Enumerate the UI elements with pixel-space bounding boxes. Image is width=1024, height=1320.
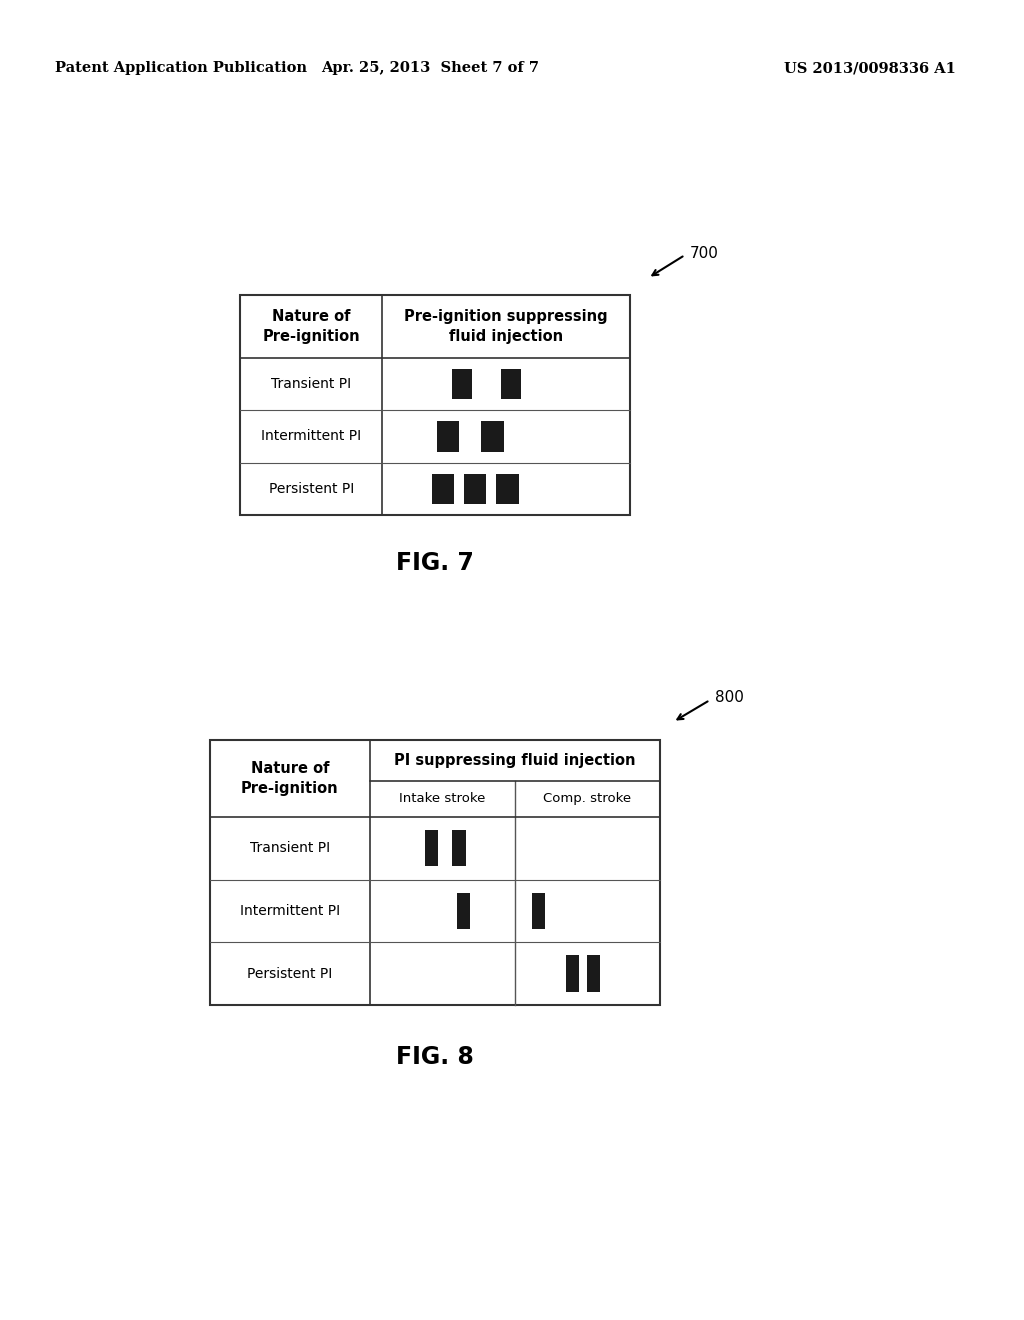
Text: Intake stroke: Intake stroke xyxy=(399,792,485,805)
Bar xyxy=(588,956,600,991)
Text: Transient PI: Transient PI xyxy=(250,841,330,855)
Text: 700: 700 xyxy=(690,246,719,260)
Text: Intermittent PI: Intermittent PI xyxy=(261,429,361,444)
Text: 800: 800 xyxy=(715,690,743,705)
Bar xyxy=(432,474,455,504)
Bar xyxy=(453,830,466,866)
Text: Persistent PI: Persistent PI xyxy=(268,482,354,496)
Text: PI suppressing fluid injection: PI suppressing fluid injection xyxy=(394,752,636,768)
Text: FIG. 8: FIG. 8 xyxy=(396,1045,474,1069)
Bar xyxy=(437,421,459,451)
Text: Nature of
Pre-ignition: Nature of Pre-ignition xyxy=(241,762,339,796)
Text: US 2013/0098336 A1: US 2013/0098336 A1 xyxy=(784,61,956,75)
Bar xyxy=(452,368,471,399)
Bar xyxy=(240,294,630,515)
Bar xyxy=(565,956,579,991)
Bar xyxy=(501,368,521,399)
Text: Transient PI: Transient PI xyxy=(271,378,351,391)
Bar xyxy=(457,892,470,929)
Text: Comp. stroke: Comp. stroke xyxy=(544,792,632,805)
Bar xyxy=(464,474,486,504)
Text: Nature of
Pre-ignition: Nature of Pre-ignition xyxy=(262,309,360,343)
Text: Intermittent PI: Intermittent PI xyxy=(240,904,340,917)
Text: Persistent PI: Persistent PI xyxy=(247,966,333,981)
Bar xyxy=(210,741,660,1005)
Text: Pre-ignition suppressing
fluid injection: Pre-ignition suppressing fluid injection xyxy=(404,309,608,343)
Bar xyxy=(532,892,546,929)
Text: Patent Application Publication: Patent Application Publication xyxy=(55,61,307,75)
Bar xyxy=(425,830,438,866)
Text: Apr. 25, 2013  Sheet 7 of 7: Apr. 25, 2013 Sheet 7 of 7 xyxy=(321,61,539,75)
Bar xyxy=(481,421,504,451)
Bar xyxy=(497,474,518,504)
Text: FIG. 7: FIG. 7 xyxy=(396,550,474,576)
